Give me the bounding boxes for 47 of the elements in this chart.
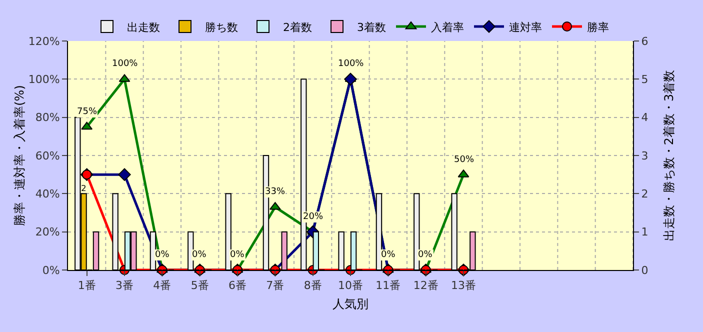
y-tick-label: 100% <box>28 73 60 86</box>
data-label: 0% <box>192 250 207 260</box>
x-tick-label: 5番 <box>190 279 209 292</box>
data-label: 50% <box>454 155 474 165</box>
legend-label: 出走数 <box>127 20 160 34</box>
y2-tick-label: 6 <box>641 34 648 48</box>
x-tick-label: 4番 <box>153 279 172 292</box>
y-axis-title: 勝率・連対率・入着率(%) <box>12 85 26 226</box>
data-label: 33% <box>265 187 286 197</box>
data-label: 100% <box>112 59 138 69</box>
data-label: 100% <box>338 59 364 69</box>
y2-tick-label: 5 <box>641 73 648 86</box>
y-tick-label: 120% <box>28 34 60 48</box>
x-tick-label: 13番 <box>451 279 476 292</box>
data-label: 2 <box>81 183 86 194</box>
legend-label: 2着数 <box>283 20 312 34</box>
y-tick-label: 80% <box>35 111 60 124</box>
x-tick-label: 10番 <box>338 279 363 292</box>
y2-tick-label: 3 <box>641 149 648 162</box>
y2-tick-label: 1 <box>641 226 648 239</box>
y-tick-label: 20% <box>35 226 60 239</box>
legend-label: 入着率 <box>431 20 464 34</box>
legend-label: 勝率 <box>587 20 609 34</box>
y2-tick-label: 0 <box>641 264 648 277</box>
y-tick-label: 40% <box>35 188 60 201</box>
data-label: 75% <box>77 107 98 117</box>
x-tick-label: 7番 <box>266 279 284 292</box>
data-label: 0% <box>381 250 396 260</box>
x-tick-label: 6番 <box>228 279 246 292</box>
data-label: 0% <box>230 250 245 260</box>
x-tick-label: 8番 <box>304 279 322 292</box>
data-label: 20% <box>303 212 324 222</box>
x-tick-label: 1番 <box>78 279 96 292</box>
x-tick-label: 12番 <box>413 279 438 292</box>
y2-tick-label: 2 <box>641 188 648 201</box>
data-label: 0% <box>155 250 170 260</box>
y-tick-label: 0% <box>42 264 60 277</box>
x-axis-title: 人気別 <box>332 297 368 312</box>
x-tick-label: 3番 <box>116 279 134 292</box>
data-label: 0% <box>418 250 433 260</box>
legend-label: 連対率 <box>509 20 542 34</box>
x-tick-label: 11番 <box>376 279 401 292</box>
y2-axis-title: 出走数・勝ち数・2着数・3着数 <box>662 70 676 242</box>
legend-label: 勝ち数 <box>205 20 238 34</box>
y-tick-label: 60% <box>35 149 60 162</box>
y2-tick-label: 4 <box>641 111 648 124</box>
legend-label: 3着数 <box>357 20 386 34</box>
